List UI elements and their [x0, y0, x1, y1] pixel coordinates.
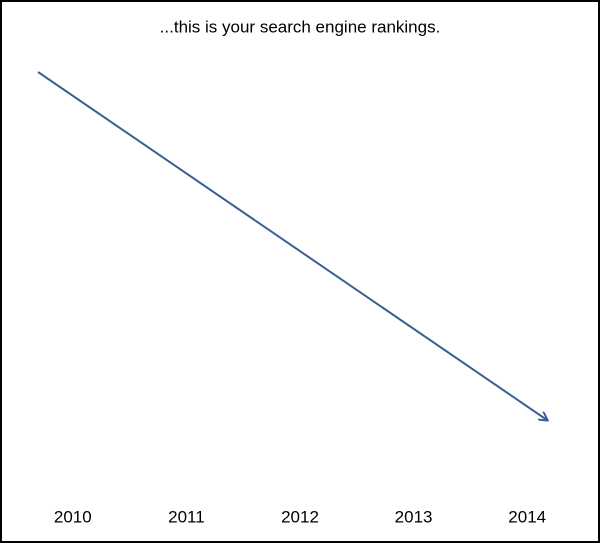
year-label: 2012: [281, 507, 319, 526]
title: ...this is your search engine rankings.: [160, 17, 441, 36]
trend-arrow: [37, 71, 547, 420]
year-label: 2014: [508, 507, 546, 526]
year-label: 2010: [54, 507, 92, 526]
year-label: 2011: [168, 507, 205, 526]
year-label: 2013: [395, 507, 433, 526]
year-labels: 2010 2011 2012 2013 2014: [54, 507, 546, 526]
